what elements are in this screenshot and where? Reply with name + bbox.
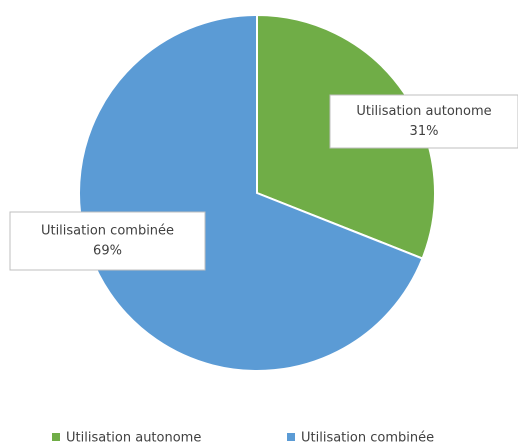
data-label-value: 31%	[410, 124, 439, 139]
data-label-box	[9, 211, 206, 271]
data-label-box	[329, 94, 518, 149]
legend-swatch	[287, 433, 295, 441]
legend-label: Utilisation combinée	[301, 431, 434, 446]
legend-swatch	[52, 433, 60, 441]
data-label-category: Utilisation combinée	[41, 224, 174, 239]
data-label-category: Utilisation autonome	[356, 104, 491, 119]
legend-label: Utilisation autonome	[66, 431, 201, 446]
pie-slice	[78, 13, 424, 372]
data-label-value: 69%	[93, 244, 122, 259]
